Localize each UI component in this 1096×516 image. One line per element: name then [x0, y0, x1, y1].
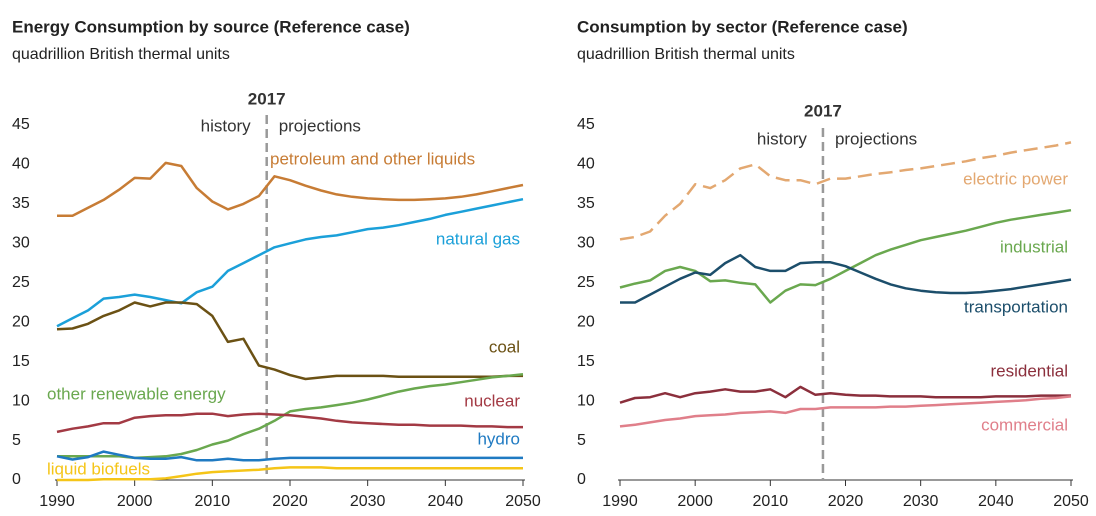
- x-tick-label: 2010: [753, 493, 789, 510]
- projections-note: projections: [279, 116, 361, 135]
- y-tick-label: 30: [12, 235, 30, 252]
- x-tick-label: 2030: [350, 493, 386, 510]
- x-tick-label: 2040: [428, 493, 464, 510]
- x-tick-label: 1990: [602, 493, 638, 510]
- x-tick-label: 2030: [903, 493, 939, 510]
- series-line: [56, 450, 523, 462]
- series-label: hydro: [477, 429, 520, 448]
- y-tick-label: 15: [577, 353, 595, 370]
- y-tick-label: 25: [577, 274, 595, 291]
- series-line: [619, 208, 1072, 304]
- series-label: commercial: [981, 415, 1068, 434]
- history-note: history: [757, 129, 808, 148]
- series-label: other renewable energy: [47, 384, 226, 403]
- y-tick-label: 35: [12, 195, 30, 212]
- y-tick-label: 30: [577, 235, 595, 252]
- chart-subtitle: quadrillion British thermal units: [12, 46, 230, 63]
- y-tick-label: 20: [577, 313, 595, 330]
- y-tick-label: 40: [577, 156, 595, 173]
- y-tick-label: 10: [12, 392, 30, 409]
- y-tick-label: 20: [12, 313, 30, 330]
- x-tick-label: 1990: [39, 493, 75, 510]
- y-tick-label: 40: [12, 156, 30, 173]
- y-tick-label: 45: [12, 116, 30, 133]
- x-tick-label: 2020: [272, 493, 308, 510]
- x-tick-label: 2010: [195, 493, 231, 510]
- series-label: residential: [991, 361, 1069, 380]
- series-label: transportation: [964, 297, 1068, 316]
- series-label: industrial: [1000, 237, 1068, 256]
- x-tick-label: 2050: [505, 493, 541, 510]
- x-tick-label: 2050: [1053, 493, 1089, 510]
- divider-year: 2017: [248, 89, 286, 108]
- series-label: liquid biofuels: [47, 459, 150, 478]
- y-tick-label: 5: [577, 432, 586, 449]
- x-tick-label: 2040: [978, 493, 1014, 510]
- y-tick-label: 10: [577, 392, 595, 409]
- x-tick-label: 2020: [828, 493, 864, 510]
- series-label: electric power: [963, 169, 1068, 188]
- y-tick-label: 35: [577, 195, 595, 212]
- series-line: [56, 412, 523, 434]
- series-label: petroleum and other liquids: [270, 149, 475, 168]
- y-tick-label: 0: [577, 471, 586, 488]
- y-tick-label: 5: [12, 432, 21, 449]
- series-line: [619, 395, 1072, 428]
- y-tick-label: 25: [12, 274, 30, 291]
- y-tick-label: 45: [577, 116, 595, 133]
- x-tick-label: 2000: [677, 493, 713, 510]
- y-tick-label: 0: [12, 471, 21, 488]
- x-tick-label: 2000: [117, 493, 153, 510]
- series-line: [57, 161, 524, 217]
- chart-title: Consumption by sector (Reference case): [577, 17, 908, 36]
- series-line: [619, 141, 1072, 241]
- series-label: natural gas: [436, 229, 520, 248]
- series-label: nuclear: [464, 391, 520, 410]
- history-note: history: [201, 116, 252, 135]
- chart-subtitle: quadrillion British thermal units: [577, 46, 795, 63]
- series-line: [619, 385, 1071, 404]
- projections-note: projections: [835, 129, 917, 148]
- divider-year: 2017: [804, 101, 842, 120]
- y-tick-label: 15: [12, 353, 30, 370]
- series-line: [57, 466, 523, 482]
- series-line: [56, 301, 523, 381]
- series-line: [56, 197, 524, 328]
- series-line: [620, 253, 1072, 304]
- chart-title: Energy Consumption by source (Reference …: [12, 17, 410, 36]
- series-label: coal: [489, 337, 520, 356]
